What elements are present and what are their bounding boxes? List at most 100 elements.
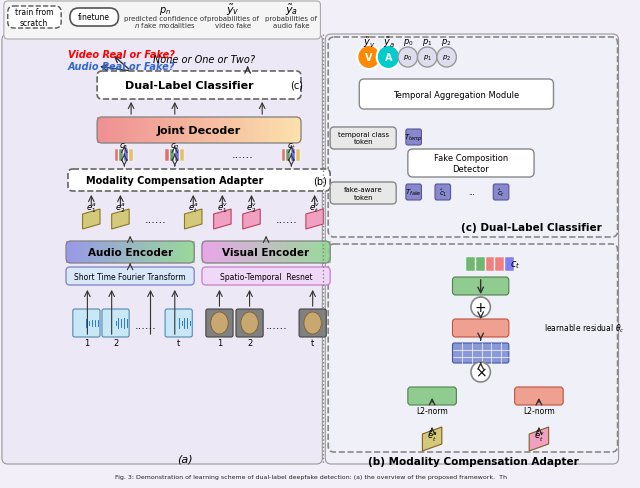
Text: 2: 2: [113, 338, 118, 347]
Text: (a): (a): [177, 454, 192, 464]
Bar: [466, 258, 475, 271]
Text: $\tilde{e}_t^a$: $\tilde{e}_t^a$: [427, 429, 437, 443]
Text: $c_2$: $c_2$: [170, 142, 180, 152]
FancyBboxPatch shape: [435, 184, 451, 201]
Text: video fake: video fake: [215, 23, 251, 29]
Circle shape: [357, 46, 381, 70]
FancyBboxPatch shape: [406, 130, 421, 146]
FancyBboxPatch shape: [70, 9, 118, 27]
FancyBboxPatch shape: [97, 72, 301, 100]
Text: Spatio-Temporal  Resnet: Spatio-Temporal Resnet: [220, 272, 312, 281]
FancyBboxPatch shape: [515, 387, 563, 405]
Bar: [170, 150, 174, 162]
Text: $e_1^a$: $e_1^a$: [86, 201, 97, 215]
Text: (c) Dual-Label Classifier: (c) Dual-Label Classifier: [461, 223, 602, 232]
Text: $p_2$: $p_2$: [442, 38, 452, 48]
Text: ......: ......: [135, 320, 157, 330]
Text: Video Real or Fake?: Video Real or Fake?: [68, 50, 175, 60]
Text: L2-norm: L2-norm: [523, 407, 555, 416]
Bar: [476, 258, 484, 271]
Text: finetune: finetune: [78, 14, 110, 22]
Circle shape: [437, 48, 456, 68]
Text: $e_t^v$: $e_t^v$: [309, 201, 320, 215]
FancyBboxPatch shape: [452, 343, 509, 363]
Text: $p_2$: $p_2$: [442, 53, 451, 62]
Text: probabilities of: probabilities of: [207, 16, 259, 22]
Bar: [296, 150, 300, 162]
Text: $\tilde{y}_a$: $\tilde{y}_a$: [285, 2, 298, 18]
Bar: [175, 150, 179, 162]
Text: $p_n$: $p_n$: [159, 5, 171, 17]
Text: train from
scratch: train from scratch: [15, 8, 53, 28]
Text: L2-norm: L2-norm: [416, 407, 448, 416]
Text: $p_0$: $p_0$: [403, 53, 413, 62]
FancyBboxPatch shape: [8, 7, 61, 29]
Text: $c_1$: $c_1$: [120, 142, 129, 152]
Ellipse shape: [241, 312, 259, 334]
Text: Modality Compensation Adapter: Modality Compensation Adapter: [86, 176, 264, 185]
Polygon shape: [214, 209, 231, 229]
Bar: [120, 150, 124, 162]
FancyBboxPatch shape: [73, 309, 100, 337]
Ellipse shape: [211, 312, 228, 334]
Text: A: A: [385, 53, 392, 63]
FancyBboxPatch shape: [325, 35, 618, 464]
FancyBboxPatch shape: [102, 309, 129, 337]
Text: Dual-Label Classifier: Dual-Label Classifier: [125, 81, 253, 91]
Text: $\tilde{y}_v$: $\tilde{y}_v$: [226, 2, 240, 18]
Text: ......: ......: [266, 320, 287, 330]
Text: ......: ......: [276, 215, 298, 224]
Text: Audio Encoder: Audio Encoder: [88, 247, 173, 258]
FancyBboxPatch shape: [202, 267, 330, 285]
FancyBboxPatch shape: [206, 309, 233, 337]
FancyBboxPatch shape: [406, 184, 421, 201]
FancyBboxPatch shape: [4, 2, 321, 40]
Polygon shape: [184, 209, 202, 229]
Text: ...: ...: [468, 190, 476, 196]
Text: ×: ×: [475, 365, 486, 379]
Bar: [115, 150, 118, 162]
Polygon shape: [306, 209, 323, 229]
FancyBboxPatch shape: [328, 38, 618, 238]
FancyBboxPatch shape: [330, 183, 396, 204]
Polygon shape: [529, 427, 548, 451]
Bar: [124, 150, 128, 162]
Text: Fake Composition
Detector: Fake Composition Detector: [434, 154, 508, 173]
Text: Temporal Aggregation Module: Temporal Aggregation Module: [393, 90, 520, 99]
Text: $\tilde{y}_v$: $\tilde{y}_v$: [363, 36, 375, 50]
Circle shape: [471, 362, 490, 382]
Text: fake-aware
token: fake-aware token: [344, 187, 383, 200]
Text: $c_t$: $c_t$: [509, 259, 520, 270]
Polygon shape: [422, 427, 442, 451]
Text: t: t: [311, 338, 314, 347]
Bar: [291, 150, 295, 162]
Text: $T_{temp}$: $T_{temp}$: [404, 132, 423, 143]
FancyBboxPatch shape: [299, 309, 326, 337]
Text: $e_2^a$: $e_2^a$: [115, 201, 126, 215]
Bar: [505, 258, 514, 271]
Text: Audio Real or Fake?: Audio Real or Fake?: [68, 62, 175, 72]
Ellipse shape: [304, 312, 321, 334]
Text: $p_1$: $p_1$: [422, 38, 433, 48]
Bar: [129, 150, 133, 162]
Text: (b): (b): [314, 176, 328, 185]
Text: $p_1$: $p_1$: [422, 53, 432, 62]
Text: Visual Encoder: Visual Encoder: [223, 247, 310, 258]
Text: 1: 1: [84, 338, 89, 347]
FancyBboxPatch shape: [165, 309, 192, 337]
Text: ......: ......: [232, 150, 253, 160]
Text: 2: 2: [247, 338, 252, 347]
Bar: [495, 258, 504, 271]
Text: +: +: [475, 301, 486, 314]
Text: 1: 1: [217, 338, 222, 347]
Text: predicted confidence of: predicted confidence of: [124, 16, 206, 22]
Text: $\hat{c}_t$: $\hat{c}_t$: [497, 187, 505, 199]
FancyBboxPatch shape: [408, 387, 456, 405]
Text: ......: ......: [145, 215, 166, 224]
Text: (c): (c): [290, 81, 303, 91]
FancyBboxPatch shape: [359, 80, 554, 110]
Text: t: t: [177, 338, 180, 347]
Text: $T_{fake}$: $T_{fake}$: [405, 187, 422, 198]
Bar: [180, 150, 184, 162]
Text: None or One or Two?: None or One or Two?: [153, 55, 255, 65]
